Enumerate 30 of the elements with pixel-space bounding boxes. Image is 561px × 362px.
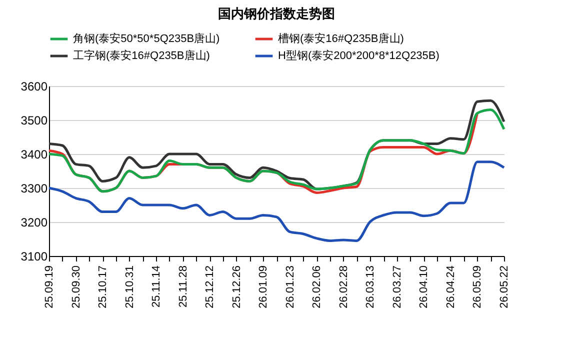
y-tick-label: 3300 (20, 182, 48, 196)
chart-title: 国内钢价指数走势图 (218, 6, 335, 21)
x-tick-label: 26.03.27 (391, 266, 404, 308)
legend-label: H型钢(泰安200*200*8*12Q235B) (278, 49, 440, 62)
x-tick-label: 25.11.14 (150, 266, 163, 308)
legend-label: 工字钢(泰安16#Q235B唐山) (73, 49, 210, 62)
x-tick-label: 26.01.09 (258, 266, 270, 308)
legend-label: 槽钢(泰安16#Q235B唐山) (278, 32, 404, 45)
x-tick-label: 25.10.31 (124, 266, 136, 308)
x-tick-label: 26.01.23 (284, 266, 296, 308)
x-tick-label: 26.02.28 (338, 266, 350, 308)
y-tick-label: 3100 (20, 250, 48, 264)
x-tick-label: 26.05.22 (498, 266, 510, 308)
x-tick-label: 25.09.19 (44, 266, 56, 308)
x-tick-label: 25.09.30 (70, 266, 82, 308)
x-tick-label: 26.02.06 (311, 266, 324, 308)
x-tick-label: 25.11.28 (177, 266, 190, 308)
line-series (48, 160, 506, 242)
x-tick-label: 26.04.24 (444, 266, 457, 308)
x-tick-label: 26.03.13 (364, 266, 377, 308)
y-tick-label: 3400 (20, 148, 48, 162)
y-tick-label: 3600 (20, 80, 48, 94)
x-tick-label: 25.12.12 (204, 266, 216, 308)
x-tick-label: 25.12.26 (230, 266, 243, 308)
x-tick-label: 26.05.09 (472, 266, 484, 308)
y-tick-label: 3200 (20, 216, 48, 230)
x-tick-label: 26.04.10 (418, 266, 430, 308)
y-tick-label: 3500 (20, 114, 48, 128)
x-tick-label: 25.10.17 (97, 266, 110, 308)
legend-label: 角钢(泰安50*50*5Q235B唐山) (73, 32, 220, 45)
